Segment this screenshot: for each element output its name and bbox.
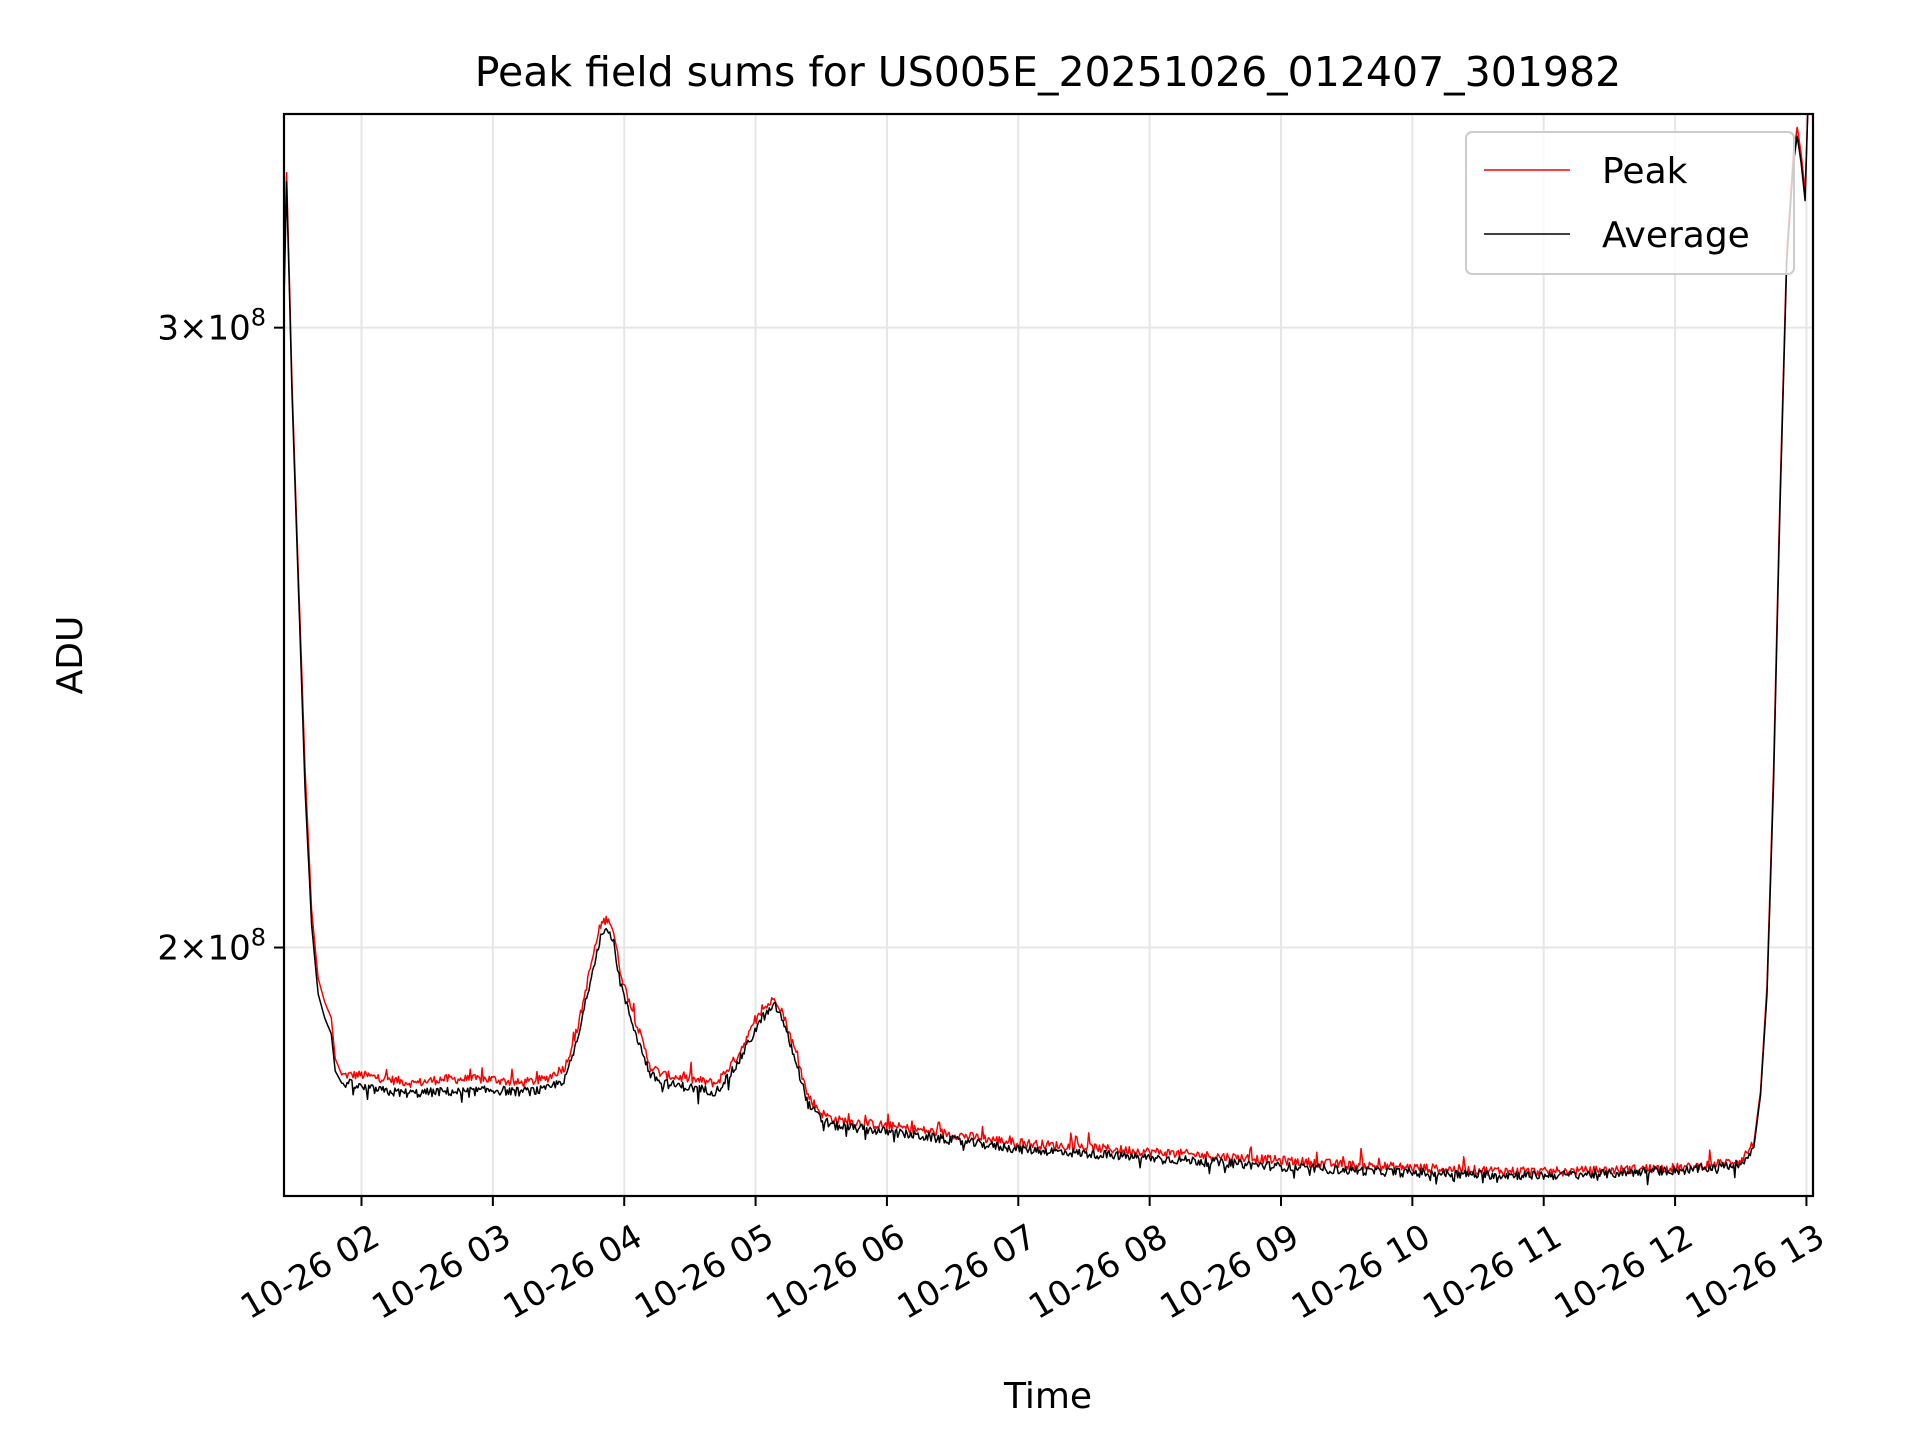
series-line-average [283, 113, 1813, 1186]
plot-frame [282, 112, 1815, 1198]
y-tick-label: 2×108 [157, 924, 266, 969]
legend: Peak Average [1465, 131, 1795, 275]
plot-lines [283, 113, 1813, 1186]
legend-box [1465, 131, 1795, 275]
series-line-peak [283, 113, 1813, 1177]
y-tick-exponent: 8 [251, 304, 266, 332]
y-tick-mantissa: 3×10 [157, 309, 250, 349]
y-tick-mantissa: 2×10 [157, 929, 250, 969]
y-axis-label: ADU [50, 616, 91, 695]
legend-label-peak: Peak [1602, 151, 1688, 192]
chart-title: Peak field sums for US005E_20251026_0124… [475, 48, 1621, 96]
y-tick-label: 3×108 [157, 304, 266, 349]
x-axis-label: Time [1003, 1376, 1092, 1417]
grid [284, 114, 1813, 1196]
legend-label-average: Average [1602, 215, 1750, 256]
y-tick-exponent: 8 [251, 924, 266, 952]
